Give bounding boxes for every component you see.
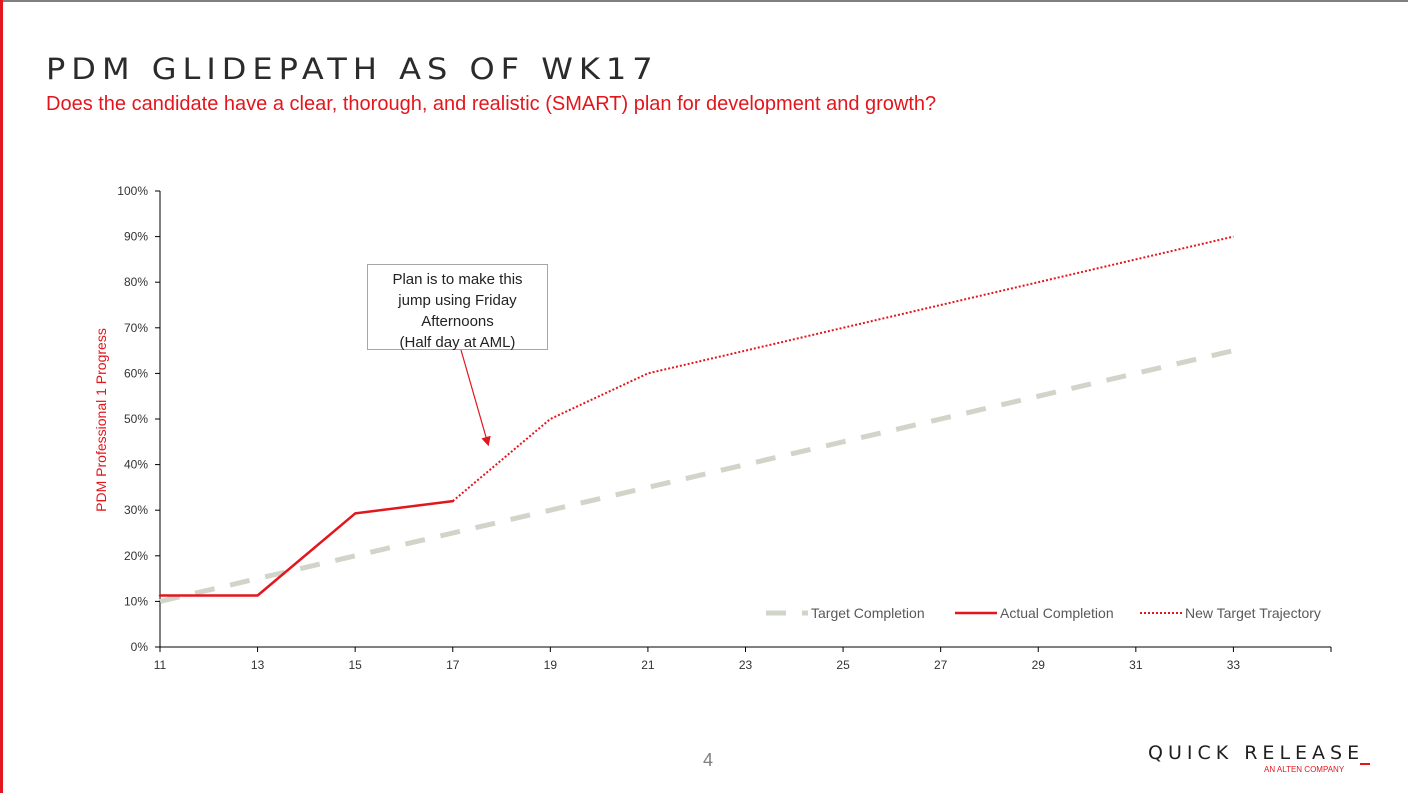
y-tick-label: 70% [124, 321, 148, 335]
page-number: 4 [702, 750, 713, 770]
callout-box: Plan is to make this jump using Friday A… [367, 264, 548, 351]
y-tick-label: 80% [124, 275, 148, 289]
y-tick-label: 60% [124, 366, 148, 380]
y-tick-label: 20% [124, 549, 148, 563]
logo-wordmark: QUICK RELEASE [1148, 742, 1365, 764]
x-tick-label: 11 [154, 658, 167, 672]
x-tick-label: 29 [1032, 658, 1046, 672]
callout-line: Plan is to make this [392, 271, 523, 288]
chart-legend: Target Completion Actual Completion New Ta… [766, 605, 1321, 621]
y-tick-label: 40% [124, 458, 148, 472]
logo-tagline: AN ALTEN COMPANY [1264, 765, 1345, 774]
callout-line: Afternoons [421, 313, 494, 330]
top-border [0, 0, 1408, 2]
x-tick-label: 21 [641, 658, 655, 672]
callout-pointer-arrow [460, 349, 491, 447]
legend-label: Actual Completion [1000, 605, 1114, 621]
x-tick-label: 17 [446, 658, 460, 672]
left-accent-bar [0, 0, 3, 793]
x-tick-label: 15 [348, 658, 362, 672]
slide-subtitle: Does the candidate have a clear, thoroug… [46, 93, 937, 115]
series-line-new-target-trajectory [452, 235, 1234, 502]
y-tick-label: 30% [124, 503, 148, 517]
x-tick-label: 23 [739, 658, 753, 672]
series-line-target-completion [159, 348, 1234, 604]
y-tick-label: 90% [124, 230, 148, 244]
y-tick-label: 50% [124, 412, 148, 426]
y-tick-label: 10% [124, 594, 148, 608]
x-tick-label: 13 [251, 658, 265, 672]
company-logo: QUICK RELEASE AN ALTEN COMPANY [1148, 742, 1373, 778]
chart-axes: 11 13 15 17 19 21 23 25 27 29 31 33 0% 10% 20% 30% 40% 50… [93, 184, 1332, 672]
y-axis-title: PDM Professional 1 Progress [93, 328, 109, 512]
chart-series [158, 235, 1234, 604]
x-tick-label: 31 [1129, 658, 1143, 672]
logo-underscore-mark [1360, 763, 1370, 765]
callout-arrow [460, 349, 491, 447]
callout-line: (Half day at AML) [399, 334, 516, 351]
y-tick-label: 0% [131, 640, 149, 654]
legend-label: Target Completion [811, 605, 925, 621]
legend-label: New Target Trajectory [1185, 605, 1321, 621]
slide-title: PDM GLIDEPATH AS OF WK17 [46, 51, 659, 87]
x-tick-label: 19 [544, 658, 558, 672]
series-line-actual-completion [158, 499, 455, 597]
callout-line: jump using Friday [398, 292, 517, 309]
x-tick-label: 27 [934, 658, 948, 672]
x-tick-label: 33 [1227, 658, 1241, 672]
x-tick-label: 25 [836, 658, 850, 672]
y-tick-label: 100% [117, 184, 148, 198]
